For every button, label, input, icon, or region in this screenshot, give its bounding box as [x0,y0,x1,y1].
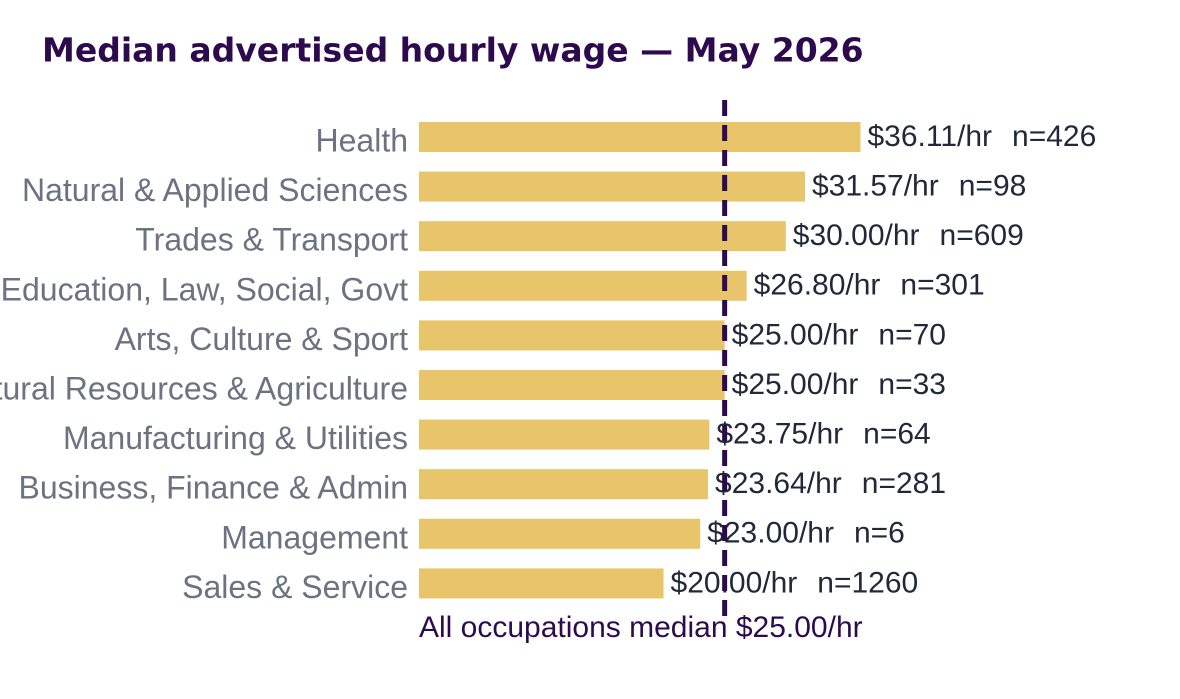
value-label: $23.00/hr [707,517,834,550]
value-label: $25.00/hr [732,368,859,401]
value-label: $31.57/hr [812,170,939,203]
value-label: $26.80/hr [754,269,881,302]
y-tick-label: Sales & Service [182,569,408,605]
bar [419,370,725,400]
count-label: n=6 [854,517,905,550]
count-label: n=426 [1012,120,1096,153]
count-label: n=609 [940,219,1024,252]
median-label: All occupations median $25.00/hr [419,611,863,644]
bar [419,221,786,252]
chart-title: Median advertised hourly wage — May 2026 [42,31,864,70]
count-label: n=70 [878,318,946,351]
bar [419,270,747,301]
bar [419,518,701,549]
value-label: $30.00/hr [793,219,920,252]
value-label: $36.11/hr [867,120,992,153]
y-tick-label: Arts, Culture & Sport [115,321,409,357]
count-label: n=98 [959,170,1027,203]
y-tick-label: Health [316,122,409,158]
value-label: $23.75/hr [716,418,843,451]
y-tick-label: Management [221,519,408,555]
value-label: $20.00/hr [671,566,798,599]
count-label: n=33 [878,368,946,401]
y-tick-label: Natural Resources & Agriculture [0,370,408,406]
y-tick-label: Business, Finance & Admin [18,470,408,506]
y-tick-label: Trades & Transport [135,222,408,258]
count-label: n=1260 [817,566,918,599]
count-label: n=281 [862,467,946,500]
y-tick-label: Education, Law, Social, Govt [1,271,408,307]
value-label: $25.00/hr [732,318,859,351]
count-label: n=64 [863,418,931,451]
bar [419,320,725,351]
y-tick-label: Natural & Applied Sciences [22,172,408,208]
bar [419,419,710,450]
bar [419,171,805,202]
value-label: $23.64/hr [715,467,842,500]
bar [419,469,709,500]
count-label: n=301 [900,269,984,302]
y-tick-label: Manufacturing & Utilities [63,420,408,456]
bar [419,568,664,599]
bar [419,122,861,152]
